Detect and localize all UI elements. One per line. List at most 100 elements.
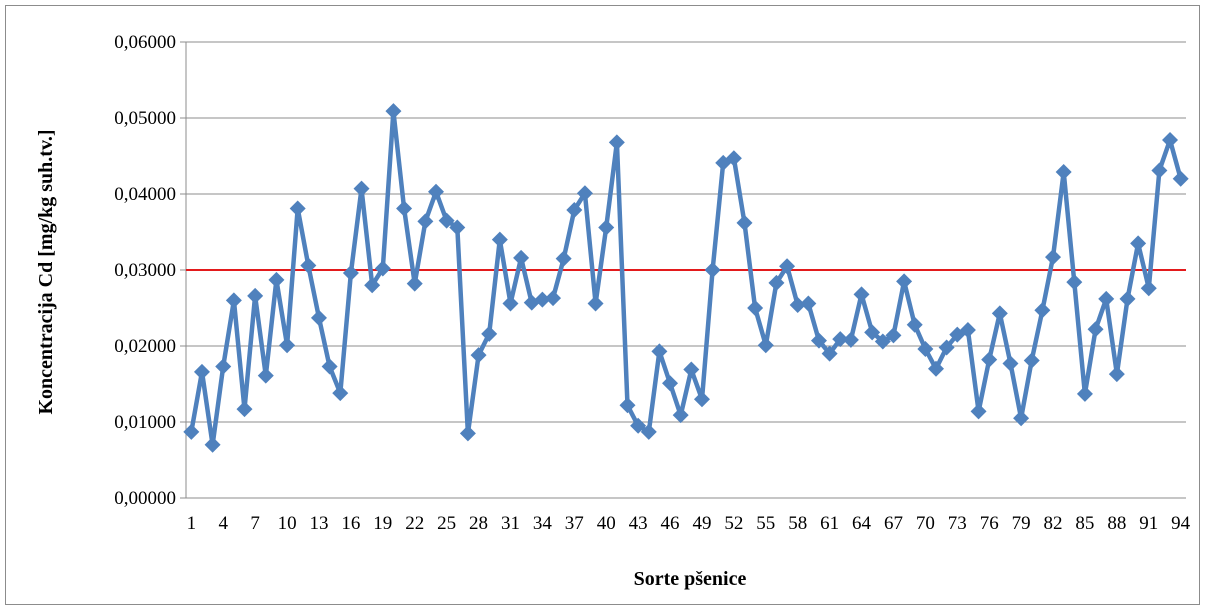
data-point [981, 351, 998, 368]
x-tick-label: 67 [884, 513, 903, 534]
data-point [1055, 163, 1072, 180]
data-point [725, 150, 742, 167]
x-tick-label: 46 [661, 513, 680, 534]
data-point [566, 201, 583, 218]
y-tick-label: 0,01000 [114, 412, 176, 433]
data-point [236, 401, 253, 418]
data-point [459, 425, 476, 442]
x-tick-label: 88 [1107, 513, 1126, 534]
x-tick-label: 37 [565, 513, 584, 534]
data-point [502, 295, 519, 312]
data-point [289, 200, 306, 217]
data-point [183, 423, 200, 440]
data-point [374, 260, 391, 277]
data-point [342, 265, 359, 282]
x-tick-label: 85 [1075, 513, 1094, 534]
x-tick-label: 4 [218, 513, 228, 534]
data-point [810, 332, 827, 349]
x-tick-label: 82 [1044, 513, 1063, 534]
data-point [1076, 385, 1093, 402]
data-point [779, 258, 796, 275]
x-tick-label: 49 [692, 513, 711, 534]
data-point [662, 375, 679, 392]
data-point [449, 219, 466, 236]
data-point [1034, 302, 1051, 319]
data-point [417, 213, 434, 230]
x-tick-label: 73 [948, 513, 967, 534]
x-tick-label: 40 [597, 513, 616, 534]
x-tick-label: 70 [916, 513, 935, 534]
x-tick-label: 55 [756, 513, 775, 534]
x-tick-label: 28 [469, 513, 488, 534]
data-point [428, 183, 444, 200]
data-point [1098, 290, 1115, 307]
data-point [885, 327, 902, 344]
data-point [215, 358, 232, 375]
data-point [693, 391, 710, 408]
data-point [896, 273, 913, 290]
y-tick-label: 0,03000 [114, 260, 176, 281]
data-point [225, 292, 242, 309]
x-tick-label: 31 [501, 513, 520, 534]
data-point [736, 214, 753, 231]
x-tick-label: 61 [820, 513, 839, 534]
data-point [917, 341, 934, 358]
data-point [1066, 274, 1083, 291]
data-point [247, 287, 264, 304]
data-point [598, 219, 615, 236]
y-tick-labels: 0,00000 0,01000 0,02000 0,03000 0,04000 0,050… [114, 32, 176, 509]
data-point [587, 295, 604, 312]
y-tick-label: 0,00000 [114, 488, 176, 509]
data-point [651, 343, 668, 360]
data-point [938, 339, 955, 356]
y-tick-label: 0,06000 [114, 32, 176, 53]
x-tick-label: 1 [187, 513, 197, 534]
data-point [970, 403, 987, 420]
data-point [864, 324, 881, 341]
data-point [1108, 366, 1125, 383]
data-point [1151, 162, 1168, 179]
data-point [1087, 321, 1104, 338]
data-point [853, 286, 870, 303]
data-point [1045, 249, 1062, 266]
x-tick-label: 76 [980, 513, 999, 534]
x-tick-label: 58 [788, 513, 807, 534]
data-point [353, 180, 370, 197]
data-point [438, 212, 455, 229]
y-tick-label: 0,04000 [114, 184, 176, 205]
data-point [874, 333, 891, 350]
data-point [757, 337, 774, 354]
data-point [406, 275, 423, 292]
data-point [768, 274, 785, 291]
x-tick-label: 13 [309, 513, 328, 534]
data-point [279, 337, 296, 354]
data-point [300, 257, 317, 274]
data-point [1013, 410, 1030, 427]
data-point [1172, 170, 1189, 187]
x-tick-label: 64 [852, 513, 872, 534]
data-point [821, 345, 838, 362]
data-point [832, 331, 849, 348]
data-point [1130, 235, 1147, 252]
data-point [385, 103, 402, 120]
data-point [842, 331, 859, 348]
y-tick-label: 0,05000 [114, 108, 176, 129]
x-tick-label: 7 [250, 513, 260, 534]
y-tick-label: 0,02000 [114, 336, 176, 357]
series-line [189, 108, 1183, 448]
data-point [470, 347, 487, 364]
x-tick-label: 19 [373, 513, 392, 534]
y-axis-title: Koncentracija Cd [mg/kg suh.tv.] [35, 130, 57, 415]
data-point [1140, 280, 1157, 297]
x-tick-label: 10 [278, 513, 297, 534]
x-tick-labels: 1 4 7 10 13 16 19 22 25 28 31 34 37 40 43 46 49 52 55 58 61 6… [187, 513, 1191, 534]
data-point [747, 300, 764, 316]
data-point [545, 290, 562, 307]
x-tick-label: 79 [1012, 513, 1031, 534]
data-point [959, 322, 976, 339]
data-point [193, 363, 210, 380]
chart-area [5, 5, 1200, 605]
data-point [800, 295, 817, 312]
x-axis-title: Sorte pšenice [634, 568, 747, 590]
data-point [789, 296, 806, 313]
